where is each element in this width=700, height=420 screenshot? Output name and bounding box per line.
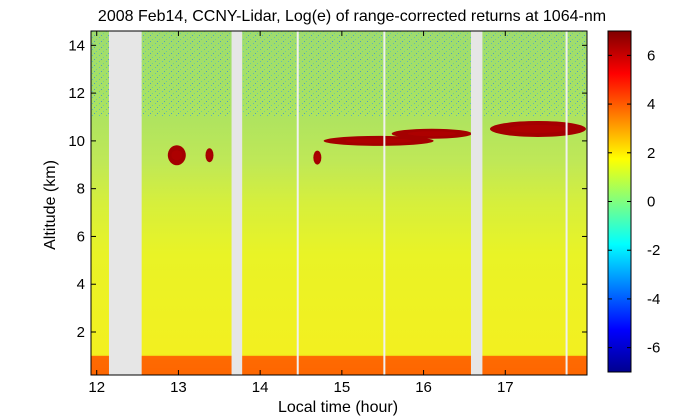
plot-frame: [90, 30, 588, 376]
chart-title: 2008 Feb14, CCNY-Lidar, Log(e) of range-…: [98, 8, 606, 25]
cloud-core-4: [345, 138, 412, 144]
y-tick-label: 14: [68, 37, 85, 54]
colorbar-tick-label: -4: [647, 291, 660, 308]
layer-boundary: [91, 355, 587, 375]
axes: 12 13 14 15 16 17 2 4 6 8 10 12 14: [68, 30, 588, 396]
x-tick-label: 17: [497, 379, 514, 396]
x-tick-label: 12: [88, 379, 105, 396]
cloud-core-5: [407, 131, 456, 137]
cloud-core-3: [314, 154, 320, 162]
upper-noise: [91, 31, 587, 117]
y-tick-label: 2: [77, 324, 85, 341]
y-tick-label: 10: [68, 133, 85, 150]
cloud-core-6: [509, 124, 567, 133]
colorbar-tick-label: -2: [647, 242, 660, 259]
x-tick-label: 13: [170, 379, 187, 396]
y-tick-label: 8: [77, 181, 85, 198]
thin-gap-1: [296, 31, 299, 375]
y-tick-label: 12: [68, 85, 85, 102]
y-tick-label: 4: [77, 276, 85, 293]
thin-gap-3: [565, 31, 568, 375]
colorbar-tick-label: 6: [647, 47, 655, 64]
colorbar-tick-label: 4: [647, 96, 655, 113]
y-tick-label: 6: [77, 228, 85, 245]
colorbar-tick-label: 2: [647, 145, 655, 162]
x-tick-label: 16: [415, 379, 432, 396]
y-axis-label: Altitude (km): [42, 160, 59, 250]
x-tick-label: 15: [334, 379, 351, 396]
colorbar: 6 4 2 0 -2 -4 -6: [607, 30, 660, 373]
colorbar-gradient: [608, 31, 631, 372]
cloud-core-1: [171, 150, 183, 161]
x-axis-label: Local time (hour): [278, 399, 398, 416]
plot-area: [91, 31, 587, 375]
colorbar-tick-label: -6: [647, 340, 660, 357]
thin-gap-2: [383, 31, 386, 375]
data-gap-2: [231, 31, 243, 375]
colorbar-tick-label: 0: [647, 194, 655, 211]
x-tick-label: 14: [252, 379, 269, 396]
data-gap-3: [470, 31, 483, 375]
data-gap-1: [108, 31, 142, 375]
cloud-core-2: [207, 151, 212, 159]
